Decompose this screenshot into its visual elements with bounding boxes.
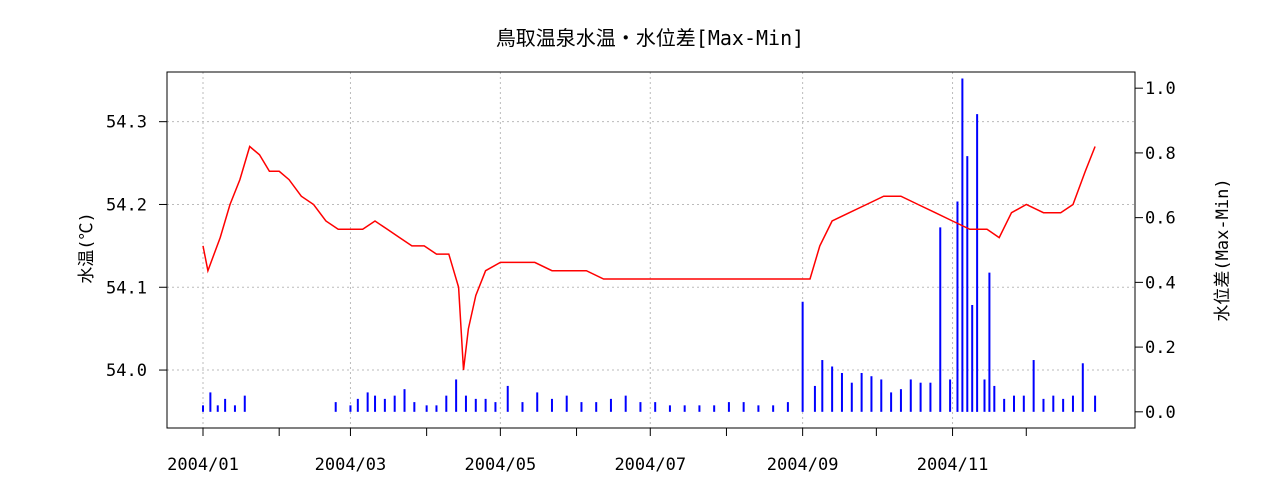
y-tick-label-left: 54.3	[106, 113, 147, 133]
x-tick-label: 2004/03	[315, 455, 387, 475]
temperature-line	[202, 145, 1096, 371]
water-level-series	[202, 78, 1097, 412]
y-axis-right-label: 水位差(Max-Min)	[1213, 178, 1233, 321]
y-axis-right: 0.0 0.2 0.4 0.6 0.8 1.0	[1135, 79, 1176, 423]
y-tick-label-left: 54.2	[106, 195, 147, 215]
y-axis-left-label: 水温(℃)	[77, 212, 97, 283]
x-tick-label: 2004/11	[917, 455, 989, 475]
chart-title: 鳥取温泉水温・水位差[Max-Min]	[496, 26, 804, 50]
plot-frame	[166, 71, 1136, 429]
y-tick-label-right: 0.8	[1145, 144, 1176, 164]
y-tick-label-right: 0.6	[1145, 209, 1176, 229]
x-tick-label: 2004/01	[167, 455, 239, 475]
y-tick-label-left: 54.0	[106, 361, 147, 381]
water-temperature-series	[202, 145, 1096, 371]
x-tick-label: 2004/05	[465, 455, 537, 475]
x-axis: 2004/01 2004/03 2004/05 2004/07 2004/09 2004/…	[167, 428, 1027, 475]
x-tick-label: 2004/09	[767, 455, 839, 475]
y-tick-label-left: 54.1	[106, 278, 147, 298]
y-axis-left: 54.0 54.1 54.2 54.3	[106, 113, 167, 381]
y-tick-label-right: 0.2	[1145, 338, 1176, 358]
x-tick-label: 2004/07	[614, 455, 686, 475]
y-tick-label-right: 0.0	[1145, 403, 1176, 423]
grid	[167, 72, 1135, 428]
y-tick-label-right: 1.0	[1145, 79, 1176, 99]
y-tick-label-right: 0.4	[1145, 273, 1176, 293]
